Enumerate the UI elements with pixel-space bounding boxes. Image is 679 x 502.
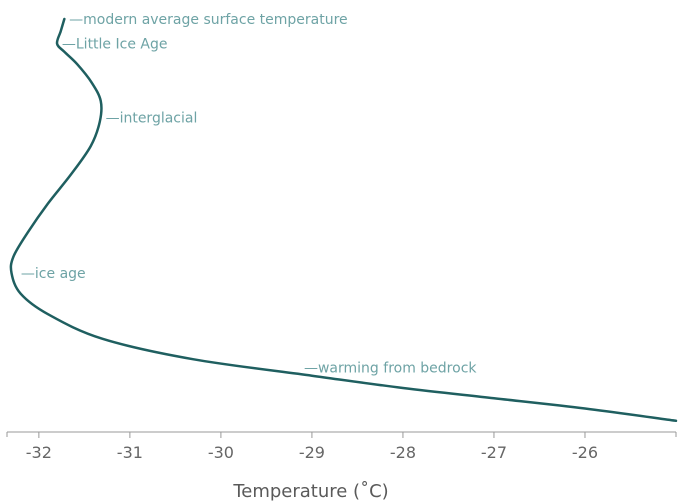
- x-tick-label: -32: [26, 443, 52, 462]
- annotations-layer: —modern average surface temperature —Litt…: [21, 12, 477, 377]
- x-axis: -32 -31 -30 -29 -28 -27 -26: [6, 431, 677, 462]
- x-tick-label: -27: [481, 443, 507, 462]
- annotation-label: —Little Ice Age: [62, 37, 168, 53]
- series-layer: [9, 17, 678, 423]
- x-tick-label: -29: [299, 443, 325, 462]
- x-tick-label: -26: [572, 443, 598, 462]
- x-tick-label: -28: [390, 443, 416, 462]
- x-axis-title: Temperature (˚C): [232, 481, 388, 502]
- x-tick-label: -30: [208, 443, 234, 462]
- annotation-label: —ice age: [21, 266, 86, 282]
- annotation-label: —interglacial: [106, 110, 198, 126]
- annotation-label: —warming from bedrock: [304, 361, 477, 377]
- annotation-label: —modern average surface temperature: [69, 12, 348, 28]
- x-tick-label: -31: [117, 443, 143, 462]
- temperature-profile-line: [9, 17, 678, 423]
